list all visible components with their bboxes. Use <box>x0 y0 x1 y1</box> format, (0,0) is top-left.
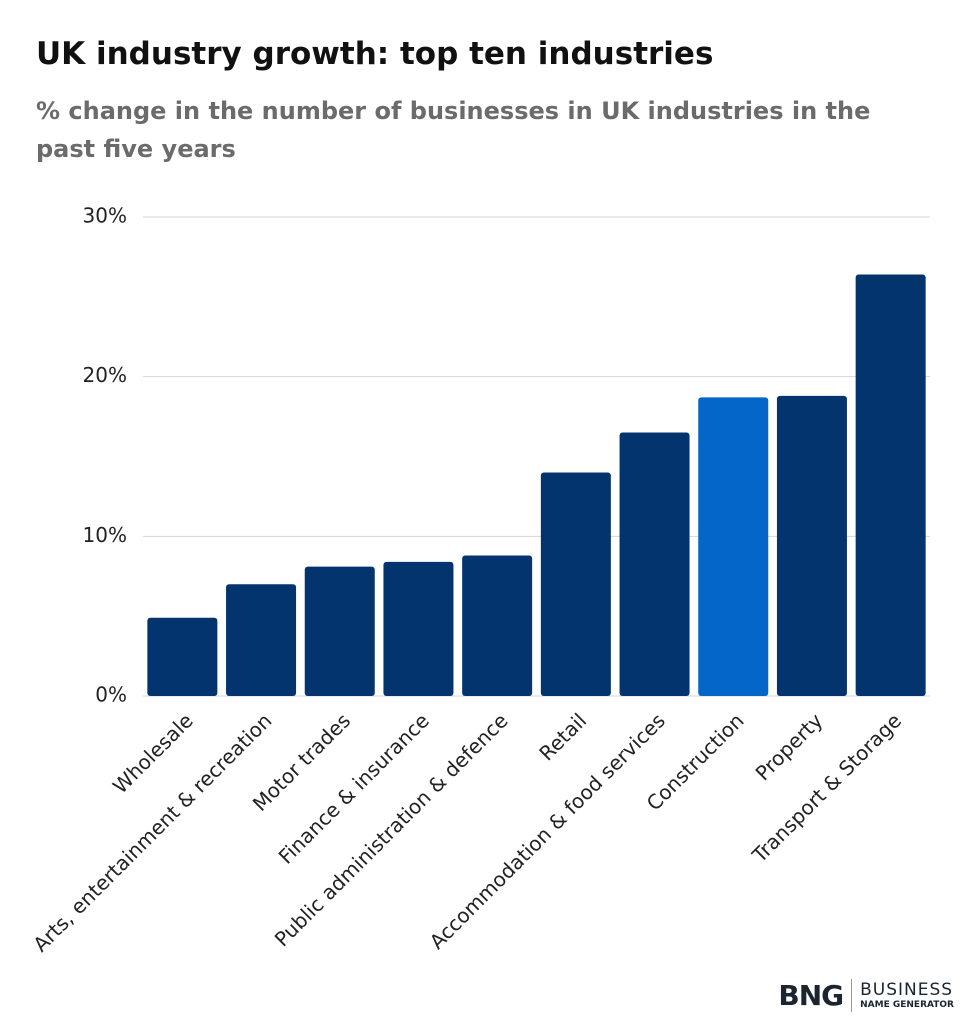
bar <box>304 566 375 696</box>
bar <box>776 395 847 696</box>
chart-title: UK industry growth: top ten industries <box>36 36 714 72</box>
bar <box>855 274 926 696</box>
logo-line: NAME GENERATOR <box>860 999 954 1010</box>
chart-subtitle: % change in the number of businesses in … <box>36 97 871 163</box>
logo: BNG BUSINESS NAME GENERATOR <box>778 979 954 1012</box>
y-tick-label: 20% <box>83 363 127 387</box>
bar <box>147 617 218 696</box>
y-tick-label: 10% <box>83 523 127 547</box>
x-tick-label: Property <box>751 708 828 785</box>
bar <box>619 432 690 696</box>
logo-line: BUSINESS <box>860 979 954 1000</box>
bar <box>540 472 611 696</box>
bar <box>462 555 533 696</box>
y-tick-label: 30% <box>83 204 127 228</box>
bar <box>226 584 297 696</box>
logo-mark: BNG <box>778 979 853 1012</box>
bar <box>698 397 769 696</box>
x-tick-label: Transport & Storage <box>747 708 906 867</box>
y-tick-label: 0% <box>95 683 127 707</box>
bar <box>383 561 454 696</box>
x-tick-label: Retail <box>534 708 591 765</box>
x-tick-label: Finance & insurance <box>274 708 434 868</box>
logo-words: BUSINESS NAME GENERATOR <box>860 979 954 1010</box>
